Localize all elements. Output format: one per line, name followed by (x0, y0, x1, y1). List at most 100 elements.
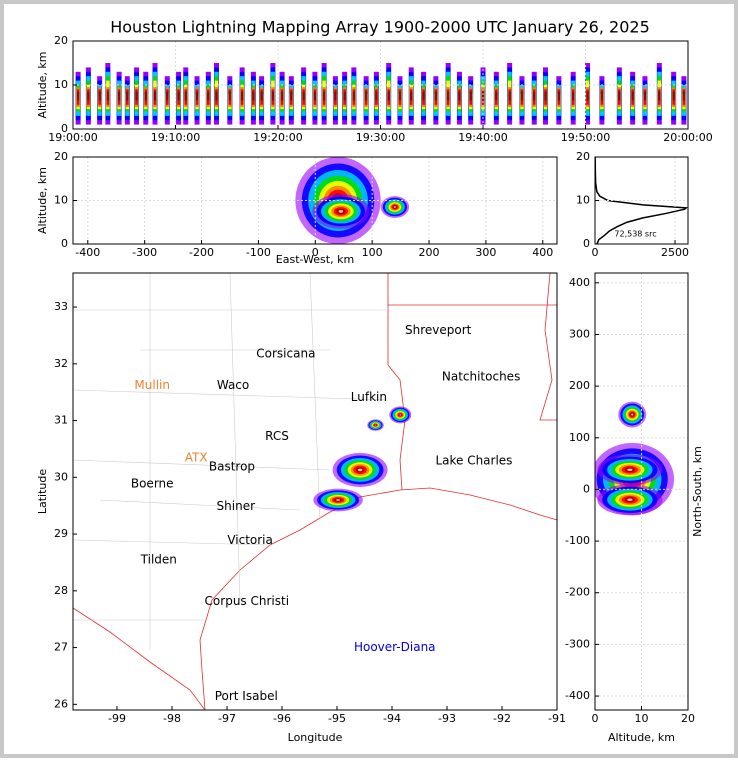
source-column (600, 91, 603, 101)
source-column (228, 91, 231, 101)
source-column (135, 91, 138, 101)
source-column (290, 91, 293, 101)
annotation: 72,538 src (614, 230, 656, 239)
y-tick-label: 10 (54, 194, 68, 207)
place-label: Mullin (134, 378, 170, 392)
source-column (207, 91, 210, 101)
source-column (398, 91, 402, 101)
place-label: Hoover-Diana (354, 640, 436, 654)
x-tick-label: 19:00:00 (48, 131, 97, 144)
x-tick-label: 2500 (661, 246, 689, 259)
source-column (544, 91, 547, 101)
source-density (393, 206, 397, 208)
source-column (469, 91, 472, 101)
source-column (184, 91, 187, 101)
x-tick-label: -98 (163, 712, 181, 725)
source-column (334, 91, 337, 101)
place-label: Shreveport (405, 323, 472, 337)
y-tick-label: 31 (54, 414, 68, 427)
source-density (399, 414, 402, 416)
y-axis-label: Altitude, km (36, 51, 49, 118)
source-density (336, 499, 341, 501)
x-tick-label: 400 (532, 246, 553, 259)
axes-frame (594, 156, 689, 245)
place-label: Waco (217, 378, 249, 392)
x-tick-label: 20 (681, 712, 695, 725)
y-tick-label: 30 (54, 470, 68, 483)
figure-title: Houston Lightning Mapping Array 1900-200… (110, 18, 650, 37)
panel-marks: Shreveport Corsicana Natchitoches Mullin Wac… (131, 323, 520, 703)
source-density (631, 413, 634, 416)
place-label: Natchitoches (442, 369, 520, 383)
source-column (352, 91, 355, 101)
x-axis-label: East-West, km (276, 253, 354, 266)
y-tick-label: 0 (61, 122, 68, 135)
source-column (87, 91, 90, 101)
source-column (302, 91, 305, 101)
source-column (410, 91, 413, 101)
y-axis-label: Latitude (36, 469, 49, 515)
source-column (106, 91, 109, 101)
x-tick-label: 19:50:00 (561, 131, 610, 144)
x-tick-label: 19:10:00 (151, 131, 200, 144)
place-label: ATX (185, 451, 208, 465)
source-column (365, 91, 368, 101)
y-tick-label: 20 (54, 34, 68, 47)
x-tick-label: 300 (475, 246, 496, 259)
place-label: RCS (265, 429, 289, 443)
altitude-profile (595, 157, 688, 244)
y-tick-label: 10 (576, 194, 590, 207)
source-column (458, 91, 461, 101)
source-column (166, 91, 169, 101)
source-column (533, 91, 536, 101)
panel-marks (595, 401, 675, 516)
source-column (586, 91, 589, 101)
y-tick-label: 200 (569, 379, 590, 392)
y-axis-label: Altitude, km (36, 167, 49, 234)
source-column (375, 91, 378, 101)
place-label: Bastrop (209, 460, 255, 474)
x-tick-label: 20:00:00 (663, 131, 712, 144)
y-tick-label: 29 (54, 527, 68, 540)
source-column (682, 91, 685, 101)
place-label: Corsicana (256, 347, 315, 361)
x-tick-label: 0 (312, 246, 319, 259)
source-density (627, 468, 633, 472)
source-column (520, 91, 524, 101)
axes-frame (72, 40, 689, 130)
source-column (313, 91, 316, 101)
place-label: Lake Charles (435, 453, 512, 467)
source-column (271, 91, 274, 101)
source-column (572, 91, 575, 101)
source-column (77, 91, 80, 101)
y-tick-label: -300 (565, 637, 590, 650)
source-density (374, 424, 377, 426)
place-label: Port Isabel (215, 689, 278, 703)
source-column (98, 91, 101, 101)
panel-marks (75, 63, 687, 125)
source-column (495, 91, 498, 101)
place-label: Shiner (217, 499, 256, 513)
source-density (338, 209, 344, 213)
x-tick-label: -95 (328, 712, 346, 725)
x-tick-label: 100 (362, 246, 383, 259)
source-column (557, 91, 560, 101)
y-tick-label: 0 (61, 237, 68, 250)
source-column (260, 91, 263, 101)
y-tick-label: 0 (583, 237, 590, 250)
x-tick-label: 200 (419, 246, 440, 259)
source-column (144, 91, 147, 101)
y-axis-label: North-South, km (691, 446, 704, 537)
source-column (447, 91, 450, 101)
place-label: Lufkin (351, 390, 387, 404)
x-tick-label: 10 (635, 712, 649, 725)
axes-frame (72, 156, 558, 245)
place-label: Corpus Christi (205, 594, 290, 608)
x-tick-label: -97 (218, 712, 236, 725)
y-tick-label: 20 (54, 150, 68, 163)
x-tick-label: -400 (75, 246, 100, 259)
source-column (281, 91, 284, 101)
source-column (177, 91, 180, 101)
x-tick-label: -99 (108, 712, 126, 725)
y-tick-label: 28 (54, 584, 68, 597)
